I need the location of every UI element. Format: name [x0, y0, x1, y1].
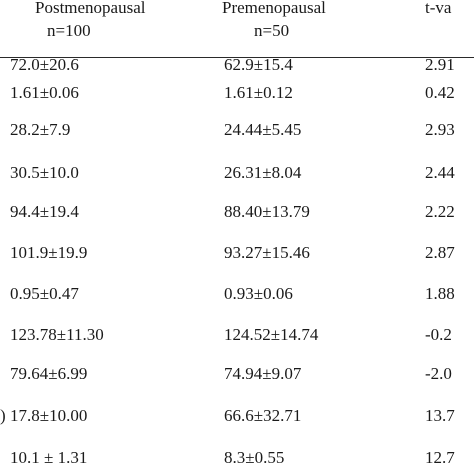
cell-pre: 26.31±8.04 [224, 163, 302, 182]
cell-post: 10.1 ± 1.31 [10, 448, 88, 467]
cell-t: 2.22 [425, 202, 455, 221]
cell-t: 2.91 [425, 55, 455, 74]
cell-t: -0.2 [425, 325, 452, 344]
cell-pre: 74.94±9.07 [224, 364, 302, 383]
cell-pre: 8.3±0.55 [224, 448, 285, 467]
cell-t: 2.93 [425, 120, 455, 139]
cell-pre: 88.40±13.79 [224, 202, 310, 221]
cell-pre: 62.9±15.4 [224, 55, 293, 74]
cell-pre: 1.61±0.12 [224, 83, 293, 102]
header-divider [0, 57, 474, 58]
cell-pre: 93.27±15.46 [224, 243, 310, 262]
header-premenopausal: Premenopausal [222, 0, 326, 17]
cell-pre: 0.93±0.06 [224, 284, 293, 303]
cell-post: 1.61±0.06 [10, 83, 79, 102]
cell-t: 1.88 [425, 284, 455, 303]
cell-post: 72.0±20.6 [10, 55, 79, 74]
cell-post: 94.4±19.4 [10, 202, 79, 221]
cell-post: 123.78±11.30 [10, 325, 104, 344]
header-postmenopausal-n: n=100 [47, 21, 91, 40]
cell-pre: 24.44±5.45 [224, 120, 302, 139]
cell-t: 12.7 [425, 448, 455, 467]
cell-t: 2.87 [425, 243, 455, 262]
cell-post: 28.2±7.9 [10, 120, 71, 139]
cell-t: 2.44 [425, 163, 455, 182]
cell-pre: 66.6±32.71 [224, 406, 302, 425]
cell-t: 0.42 [425, 83, 455, 102]
cell-post: 0.95±0.47 [10, 284, 79, 303]
cell-t: -2.0 [425, 364, 452, 383]
header-postmenopausal: Postmenopausal [35, 0, 146, 17]
cell-post: 79.64±6.99 [10, 364, 88, 383]
header-t-value: t-va [425, 0, 452, 17]
cell-pre: 124.52±14.74 [224, 325, 319, 344]
header-premenopausal-n: n=50 [254, 21, 290, 40]
cell-post: 30.5±10.0 [10, 163, 79, 182]
cell-post: 17.8±10.00 [10, 406, 88, 425]
row-label-fragment: ) [0, 406, 6, 425]
cell-post: 101.9±19.9 [10, 243, 88, 262]
cell-t: 13.7 [425, 406, 455, 425]
